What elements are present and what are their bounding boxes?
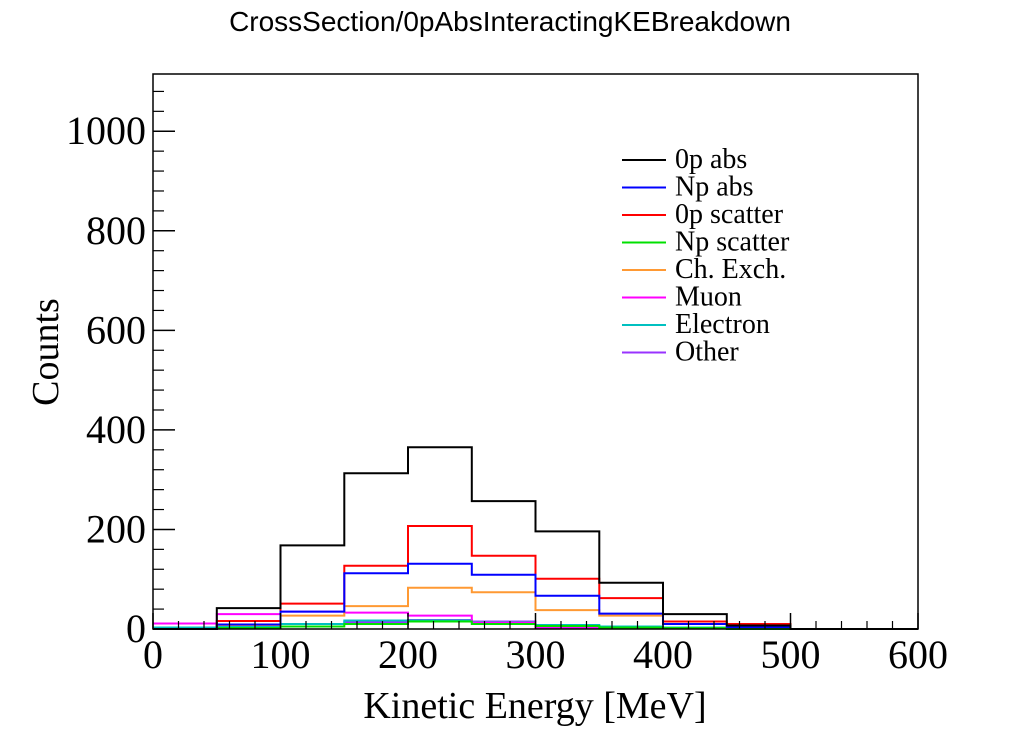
- legend-label: Other: [675, 337, 739, 368]
- y-tick-label: 0: [126, 606, 146, 651]
- x-tick-label: 100: [251, 632, 311, 677]
- series-0p-scatter: [153, 525, 918, 630]
- axis-layer: 0 100 200 300 400 500 600 0 200 400 600 800 1000: [66, 90, 948, 677]
- x-tick-label: 300: [506, 632, 566, 677]
- x-tick-label: 0: [143, 632, 163, 677]
- y-tick-label: 200: [86, 506, 146, 551]
- x-tick-label: 600: [888, 632, 948, 677]
- plot-frame: [152, 73, 919, 630]
- legend-label: Muon: [675, 282, 742, 313]
- x-tick-label: 200: [378, 632, 438, 677]
- legend-label: 0p abs: [675, 144, 747, 175]
- series-layer: [153, 446, 918, 630]
- chart-title: CrossSection/0pAbsInteractingKEBreakdown: [229, 6, 791, 37]
- x-axis-label: Kinetic Energy [MeV]: [363, 685, 706, 727]
- y-tick-label: 1000: [66, 108, 146, 153]
- y-axis-label: Counts: [25, 298, 67, 406]
- legend-label: Electron: [675, 309, 770, 340]
- y-tick-label: 600: [86, 307, 146, 352]
- legend-label: 0p scatter: [675, 199, 784, 230]
- series-0p-abs: [153, 446, 918, 630]
- x-tick-label: 500: [761, 632, 821, 677]
- legend-label: Np abs: [675, 172, 754, 203]
- y-tick-label: 400: [86, 407, 146, 452]
- x-tick-label: 400: [633, 632, 693, 677]
- y-tick-label: 800: [86, 208, 146, 253]
- legend-label: Ch. Exch.: [675, 254, 786, 285]
- legend-label: Np scatter: [675, 227, 790, 258]
